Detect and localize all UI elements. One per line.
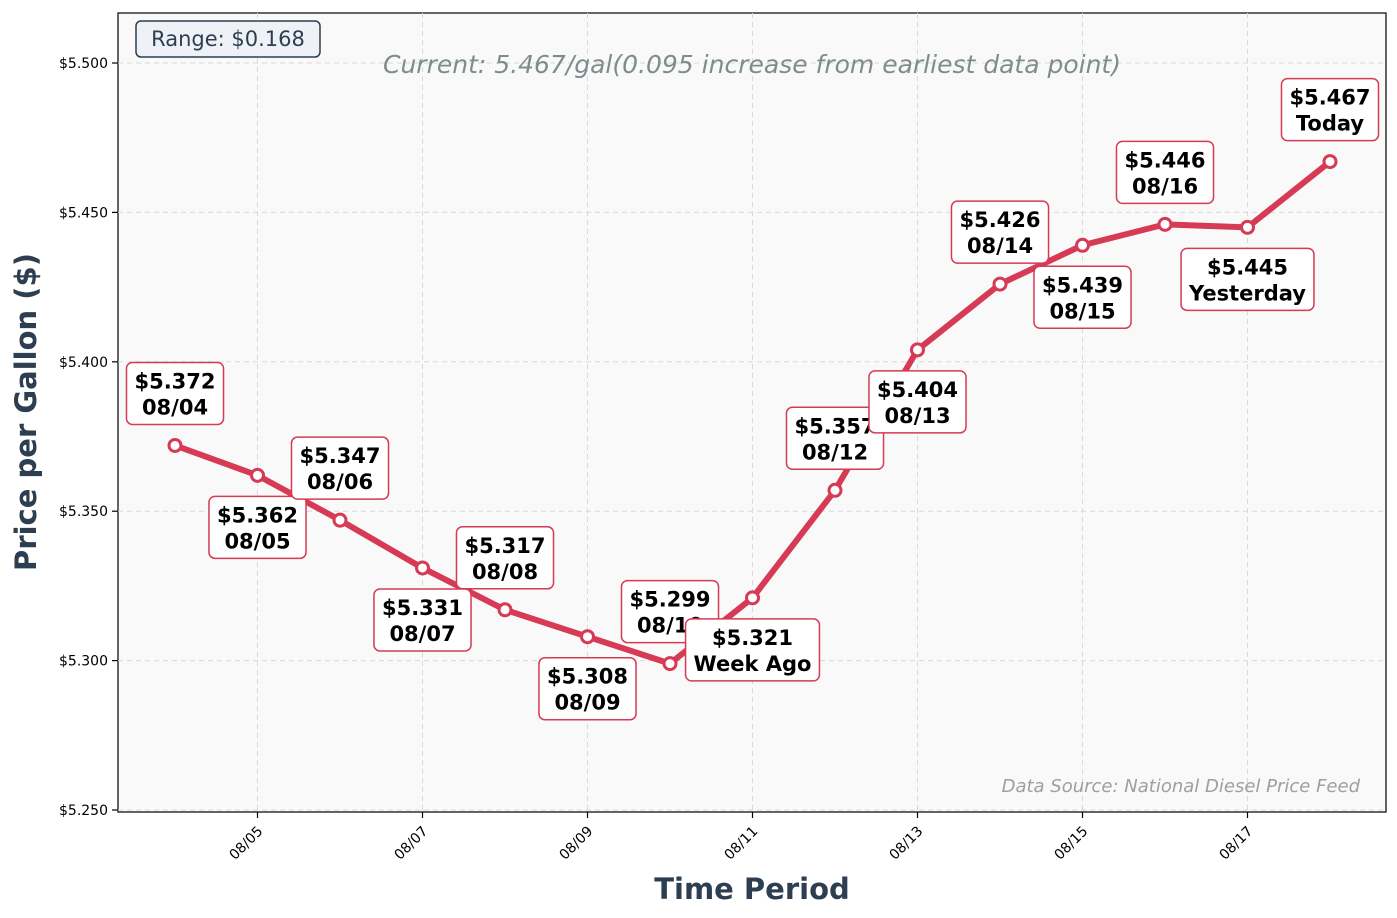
- data-label-value: $5.357: [794, 414, 875, 438]
- y-axis-ticks: $5.250 $5.300 $5.350 $5.400 $5.450 $5.500: [59, 56, 118, 819]
- data-label-value: $5.446: [1124, 148, 1205, 172]
- data-label-value: $5.362: [217, 503, 298, 527]
- data-point: [745, 590, 760, 606]
- data-label-box: [373, 588, 472, 652]
- x-axis-title: Time Period: [654, 872, 850, 906]
- y-tick-label: $5.300: [59, 654, 108, 670]
- data-source-note: Data Source: National Diesel Price Feed: [1002, 776, 1361, 797]
- data-point: [167, 437, 183, 453]
- x-tick-label: 08/05: [226, 824, 266, 864]
- data-point: [1157, 216, 1173, 232]
- data-label-value: $5.308: [547, 665, 628, 689]
- data-label-box: [1033, 265, 1132, 330]
- data-label-value: $5.299: [629, 588, 710, 612]
- y-tick-label: $5.350: [59, 504, 108, 520]
- data-label-value: $5.404: [877, 378, 958, 402]
- data-label-name: Yesterday: [1188, 281, 1306, 305]
- y-axis-title: Price per Gallon ($): [9, 253, 43, 571]
- x-tick-label: 08/09: [556, 824, 596, 864]
- data-point: [415, 560, 430, 576]
- x-tick-label: 08/11: [721, 824, 761, 864]
- data-label-value: $5.331: [382, 596, 463, 620]
- data-label-name: 08/12: [802, 440, 868, 464]
- data-point: [332, 512, 348, 528]
- data-label-value: $5.317: [464, 534, 545, 558]
- data-label-box: [1180, 247, 1315, 312]
- y-tick-label: $5.250: [59, 803, 108, 819]
- x-tick-label: 08/13: [886, 824, 926, 864]
- data-point: [1322, 154, 1338, 170]
- data-point: [827, 482, 843, 498]
- data-point: [1075, 237, 1090, 253]
- data-label-name: 08/05: [224, 529, 290, 553]
- x-tick-label: 08/17: [1216, 824, 1256, 864]
- data-point: [910, 342, 925, 358]
- data-label-name: Week Ago: [694, 652, 812, 676]
- range-annotation: Range: $0.168: [151, 27, 305, 51]
- data-label-value: $5.426: [959, 208, 1040, 232]
- data-label-box: [208, 495, 307, 560]
- data-point: [662, 656, 678, 672]
- data-label-box: [950, 200, 1050, 264]
- data-label-value: $5.467: [1289, 86, 1370, 110]
- data-label-name: Today: [1296, 112, 1365, 136]
- data-label-name: 08/06: [307, 470, 373, 494]
- x-axis-ticks: 08/05 08/07 08/09 08/11 08/13 08/15 08/17: [226, 812, 1256, 863]
- data-label-name: 08/07: [389, 622, 455, 646]
- x-tick-label: 08/15: [1051, 824, 1091, 864]
- data-label-value: $5.372: [134, 369, 215, 393]
- range-box: Range: $0.168: [135, 20, 321, 58]
- data-label-name: 08/08: [472, 560, 538, 584]
- data-point: [580, 629, 595, 645]
- data-label-value: $5.445: [1207, 255, 1288, 279]
- data-point: [497, 602, 513, 618]
- y-tick-label: $5.450: [59, 205, 108, 221]
- x-tick-label: 08/07: [391, 824, 431, 864]
- data-point-labels: $5.37208/04$5.36208/05$5.34708/06$5.3310…: [125, 77, 1380, 721]
- data-label-name: 08/16: [1132, 174, 1198, 198]
- data-label-name: 08/14: [967, 234, 1033, 258]
- data-label-value: $5.439: [1042, 273, 1123, 297]
- data-label-name: 08/15: [1049, 299, 1115, 323]
- data-label-box: [684, 618, 821, 682]
- data-label-value: $5.347: [299, 444, 380, 468]
- data-label-name: 08/09: [554, 691, 620, 715]
- data-label-name: 08/13: [884, 404, 950, 428]
- data-label-box: [290, 436, 390, 500]
- data-point: [250, 467, 265, 483]
- data-label-name: 08/04: [142, 395, 208, 419]
- current-price-annotation: Current: 5.467/gal(0.095 increase from e…: [383, 50, 1121, 79]
- data-label-box: [1280, 77, 1380, 142]
- data-point: [1240, 219, 1255, 235]
- data-label-box: [125, 361, 225, 426]
- data-point-markers: [167, 154, 1338, 672]
- data-label-box: [868, 370, 967, 434]
- data-label-value: $5.321: [712, 626, 793, 650]
- y-tick-label: $5.400: [59, 355, 108, 371]
- data-label-box: [1115, 140, 1215, 205]
- data-label-box: [785, 406, 885, 471]
- data-label-box: [455, 526, 555, 590]
- data-label-box: [538, 656, 637, 721]
- data-point: [992, 276, 1008, 292]
- y-tick-label: $5.500: [59, 56, 108, 72]
